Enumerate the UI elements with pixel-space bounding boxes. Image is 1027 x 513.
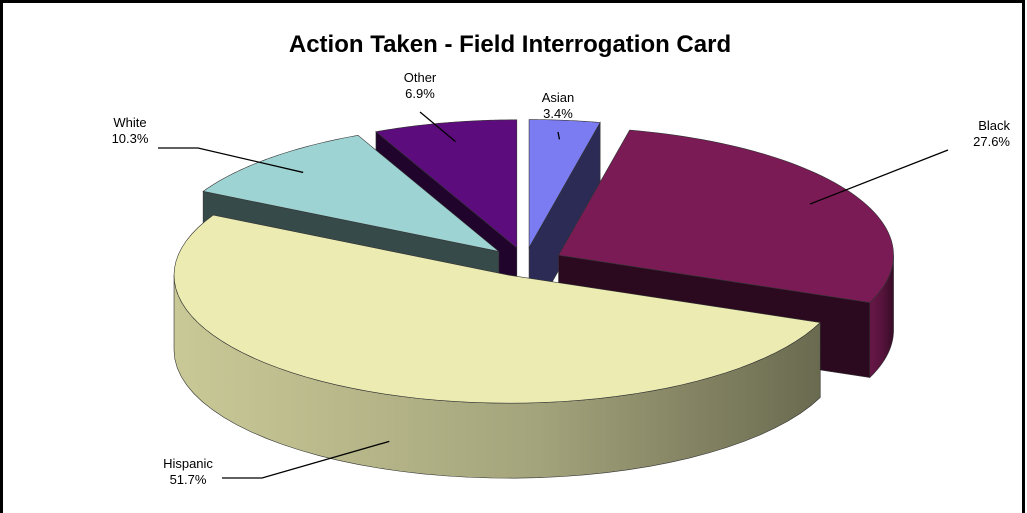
- slice-top: [375, 119, 518, 249]
- data-label-name: Hispanic: [163, 456, 213, 471]
- slice-top: [528, 119, 601, 249]
- slice-top: [558, 129, 894, 303]
- data-label-value: 27.6%: [973, 134, 1010, 149]
- data-label-value: 10.3%: [112, 131, 149, 146]
- leader-line: [222, 440, 390, 479]
- slice-top: [173, 214, 821, 404]
- slice-top: [202, 135, 500, 252]
- data-label-name: Other: [404, 70, 437, 85]
- leader-line: [557, 131, 561, 140]
- leader-line: [158, 147, 304, 174]
- leader-line: [419, 111, 456, 143]
- data-label-value: 6.9%: [405, 86, 435, 101]
- pie-slice: [173, 214, 821, 479]
- data-label-name: Black: [978, 118, 1010, 133]
- data-label-name: Asian: [542, 90, 575, 105]
- data-label-value: 3.4%: [543, 106, 573, 121]
- data-label-value: 51.7%: [170, 472, 207, 487]
- leader-line: [809, 149, 949, 205]
- chart-title: Action Taken - Field Interrogation Card: [289, 31, 731, 58]
- data-label-name: White: [113, 115, 146, 130]
